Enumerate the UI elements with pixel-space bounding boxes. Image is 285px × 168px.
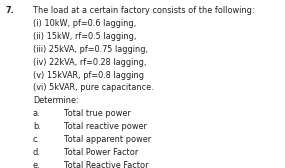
- Text: 7.: 7.: [5, 6, 14, 15]
- Text: Total Reactive Factor: Total Reactive Factor: [64, 161, 148, 168]
- Text: (iii) 25kVA, pf=0.75 lagging,: (iii) 25kVA, pf=0.75 lagging,: [33, 45, 148, 54]
- Text: Total Power Factor: Total Power Factor: [64, 148, 139, 157]
- Text: d.: d.: [33, 148, 40, 157]
- Text: Total reactive power: Total reactive power: [64, 122, 147, 131]
- Text: Total true power: Total true power: [64, 109, 131, 118]
- Text: The load at a certain factory consists of the following:: The load at a certain factory consists o…: [33, 6, 255, 15]
- Text: (ii) 15kW, rf=0.5 lagging,: (ii) 15kW, rf=0.5 lagging,: [33, 32, 136, 41]
- Text: Determine:: Determine:: [33, 96, 79, 106]
- Text: Total apparent power: Total apparent power: [64, 135, 151, 144]
- Text: (v) 15kVAR, pf=0.8 lagging: (v) 15kVAR, pf=0.8 lagging: [33, 71, 144, 80]
- Text: (i) 10kW, pf=0.6 lagging,: (i) 10kW, pf=0.6 lagging,: [33, 19, 136, 28]
- Text: e.: e.: [33, 161, 40, 168]
- Text: a.: a.: [33, 109, 40, 118]
- Text: (vi) 5kVAR, pure capacitance.: (vi) 5kVAR, pure capacitance.: [33, 83, 153, 93]
- Text: c.: c.: [33, 135, 40, 144]
- Text: b.: b.: [33, 122, 40, 131]
- Text: (iv) 22kVA, rf=0.28 lagging,: (iv) 22kVA, rf=0.28 lagging,: [33, 58, 146, 67]
